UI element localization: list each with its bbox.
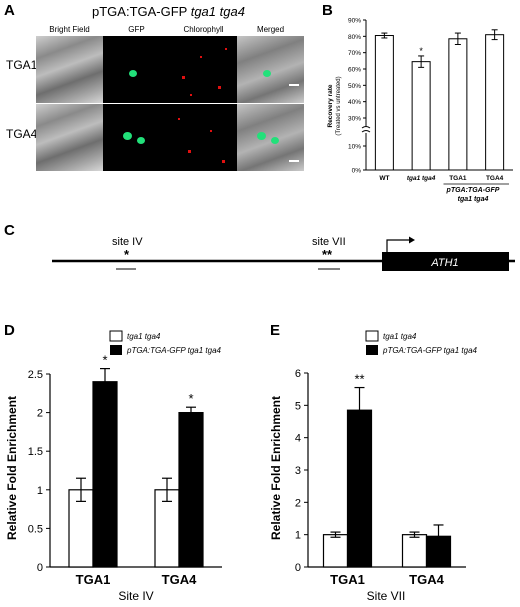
micrograph-tga1-merged [237,36,304,103]
panel-d-chart: tga1 tga4 pTGA:TGA-GFP tga1 tga4 0 0.5 1 1.… [5,330,222,603]
tss-arrow-icon [386,239,413,253]
row-label-tga1: TGA1 [6,58,38,72]
panel-e-bar [346,409,373,568]
panel-d-letter: D [4,322,15,339]
panel-c-letter: C [4,222,15,239]
panel-d-x-tick-label: TGA4 [162,572,197,587]
micrograph-tga4-chlorophyll [170,104,237,171]
micrograph-tga4-merged [237,104,304,171]
panel-d-y-tick-label: 1.5 [28,446,43,458]
legend-label-complemented: pTGA:TGA-GFP tga1 tga4 [126,346,222,355]
panel-b-group-label-2: tga1 tga4 [458,196,489,203]
ath1-gene-label: ATH1 [430,257,458,269]
panel-b-x-tick-label: tga1 tga4 [407,175,436,182]
panel-e-x-tick-label: TGA4 [409,572,444,587]
panel-b-y-tick-label: 80% [348,34,361,41]
panel-e-ylabel: Relative Fold Enrichment [269,396,283,540]
row-label-tga4: TGA4 [6,127,38,141]
panel-d-bar [92,381,118,568]
panel-e-y-tick-label: 0 [295,562,301,574]
col-label-chlorophyll: Chlorophyll [183,25,224,34]
panel-a-title-genotype: tga1 tga4 [190,4,245,19]
panel-d-significance: * [102,353,107,368]
ath1-gene-box [382,252,509,271]
panel-e-y-tick-label: 4 [295,433,301,445]
site-iv-star: * [124,247,130,262]
site-vii-label: site VII [312,236,346,248]
panel-b-chart: 0% 10% 30% 40% 50% 60% 70% 80% 90% WT * tga1 tga4 T… [327,18,513,203]
panel-d-bar [154,489,180,568]
panel-b-significance: * [419,46,423,56]
legend-swatch-white [365,330,379,342]
panel-d-y-tick-label: 1 [37,485,43,497]
panel-b-y-tick-label: 0% [352,168,362,175]
panel-e-y-tick-label: 2 [295,497,301,509]
col-label-gfp: GFP [128,25,145,34]
micrograph-tga4-gfp [103,104,170,171]
panel-e-xlabel: Site VII [367,589,406,603]
panel-d-y-tick-label: 0 [37,562,43,574]
panel-e-y-tick-label: 3 [295,465,301,477]
panel-e-letter: E [270,322,281,339]
site-vii-star: ** [322,247,333,262]
micrograph-tga1-bright-field [36,36,103,103]
panel-b-bar [448,38,468,171]
panel-d-xlabel: Site IV [118,589,153,603]
legend-swatch-black [110,345,122,355]
micrograph-tga4-bright-field [36,104,103,171]
panel-d-bar [178,411,204,568]
panel-b-y-tick-label: 40% [348,99,361,106]
panel-a-letter: A [4,2,15,19]
panel-d-significance: * [188,391,193,406]
micrograph-tga1-gfp [103,36,170,103]
panel-a-title: pTGA:TGA-GFP tga1 tga4 [92,4,245,19]
panel-b-y-tick-label: 90% [348,18,361,25]
panel-b-y-tick-label: 70% [348,50,361,57]
panel-e-chart: tga1 tga4 pTGA:TGA-GFP tga1 tga4 0 1 2 3 4 5 6… [269,330,478,603]
panel-e-y-tick-label: 1 [295,530,301,542]
col-label-bright-field: Bright Field [49,25,90,34]
panel-b-y-tick-label: 60% [348,67,361,74]
panel-e-bar [322,534,349,568]
legend-swatch-white [109,330,123,342]
legend-label-mutant: tga1 tga4 [383,332,417,341]
panel-e-significance: ** [354,372,364,387]
panel-b-letter: B [322,2,333,19]
panel-d-y-tick-label: 0.5 [28,523,43,535]
panel-c-gene-diagram: site IV * site VII ** ATH1 [52,236,515,271]
panel-b-x-tick-label: TGA1 [449,175,467,182]
panel-b-x-tick-label: WT [379,175,389,182]
panel-d-bar [68,489,94,568]
legend-label-complemented: pTGA:TGA-GFP tga1 tga4 [382,346,478,355]
panel-b-axis-break-icon [361,126,371,129]
panel-e-y-tick-label: 5 [295,400,301,412]
site-iv-label: site IV [112,236,143,248]
panel-b-group-label-1: pTGA:TGA-GFP [446,187,500,194]
panel-a-title-prefix: pTGA:TGA-GFP [92,4,191,19]
micrograph-tga1-chlorophyll [170,36,237,103]
tss-arrowhead-icon [409,236,415,244]
panel-b-x-tick-label: TGA4 [486,175,504,182]
panel-e-y-tick-label: 6 [295,368,301,380]
panel-b-y-tick-label: 50% [348,83,361,90]
panel-d-y-tick-label: 2 [37,408,43,420]
panel-b-ylabel: Recovery rate [327,84,334,127]
panel-b-y-tick-label: 10% [348,144,361,151]
panel-b-bar [374,35,394,171]
panel-e-x-tick-label: TGA1 [330,572,365,587]
panel-b-y-tick-label: 30% [348,116,361,123]
panel-b-axis-break-icon [361,130,371,133]
legend-swatch-black [366,345,378,355]
legend-label-mutant: tga1 tga4 [127,332,161,341]
panel-b-bar [485,34,505,171]
panel-b-ylabel-sub: (Treated vs untreated) [336,76,342,135]
panel-e-bar [401,534,428,568]
panel-b-bar [411,61,431,171]
panel-d-ylabel: Relative Fold Enrichment [5,396,19,540]
panel-d-y-tick-label: 2.5 [28,369,43,381]
col-label-merged: Merged [256,25,285,34]
panel-d-x-tick-label: TGA1 [76,572,111,587]
